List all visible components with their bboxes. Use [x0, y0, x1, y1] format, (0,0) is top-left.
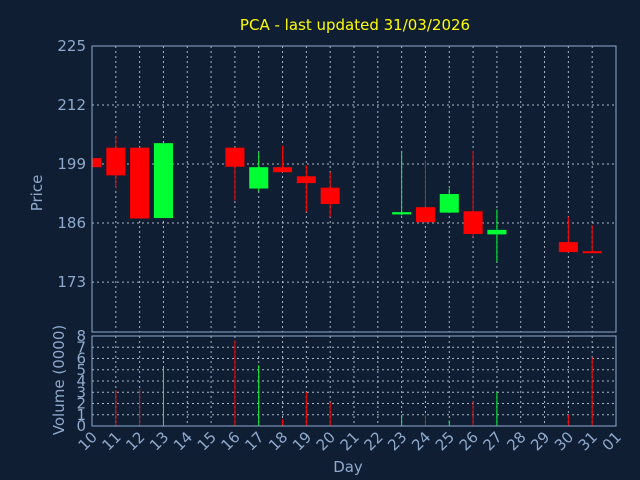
day-tick-label: 30: [551, 428, 577, 454]
day-tick-label: 22: [360, 428, 386, 454]
candle-body: [415, 207, 435, 223]
day-tick-label: 26: [456, 428, 482, 454]
day-tick-label: 11: [98, 428, 124, 454]
volume-tick-label: 3: [76, 383, 86, 401]
candle-body: [273, 167, 293, 173]
plot-frames: [91, 45, 617, 427]
price-tick-label: 186: [57, 214, 86, 232]
candle-body: [392, 212, 412, 215]
price-tick-label: 225: [57, 37, 86, 55]
candle-body: [106, 147, 126, 176]
candle-body: [130, 147, 150, 219]
day-tick-label: 24: [408, 428, 434, 454]
candle-body: [153, 143, 173, 219]
day-tick-label: 14: [170, 428, 196, 454]
volume-tick-label: 1: [76, 406, 86, 424]
day-tick-label: 21: [337, 428, 363, 454]
day-tick-label: 17: [241, 428, 267, 454]
price-tick-label: 173: [57, 273, 86, 291]
day-tick-label: 13: [146, 428, 172, 454]
volume-plot-frame: [91, 335, 617, 427]
data-marks: [91, 135, 602, 426]
candle-body: [439, 193, 459, 213]
day-tick-label: 16: [218, 428, 244, 454]
day-axis-title: Day: [333, 458, 363, 476]
volume-axis-title: Volume (0000): [50, 325, 68, 435]
price-axis-title: Price: [28, 175, 46, 212]
day-tick-label: 23: [384, 428, 410, 454]
volume-tick-label: 0: [76, 417, 86, 435]
day-tick-label: 20: [313, 428, 339, 454]
volume-tick-label: 5: [76, 361, 86, 379]
volume-tick-label: 4: [76, 372, 86, 390]
candle-body: [582, 251, 602, 254]
day-tick-label: 01: [599, 428, 625, 454]
candle-body: [92, 158, 102, 168]
day-tick-label: 15: [194, 428, 220, 454]
day-tick-label: 27: [480, 428, 506, 454]
day-tick-label: 31: [575, 428, 601, 454]
price-tick-label: 199: [57, 155, 86, 173]
volume-tick-label: 2: [76, 395, 86, 413]
tick-labels: 1731861992122250123456781011121314151617…: [57, 37, 624, 454]
day-tick-label: 19: [289, 428, 315, 454]
day-tick-label: 25: [432, 428, 458, 454]
volume-tick-label: 6: [76, 350, 86, 368]
price-tick-label: 212: [57, 96, 86, 114]
volume-tick-label: 8: [76, 327, 86, 345]
candle-body: [225, 147, 245, 167]
volume-tick-label: 7: [76, 338, 86, 356]
day-tick-label: 18: [265, 428, 291, 454]
candle-body: [249, 167, 269, 189]
grid-lines: [92, 45, 616, 427]
candle-body: [296, 176, 316, 184]
day-tick-label: 29: [527, 428, 553, 454]
candle-body: [463, 211, 483, 234]
candle-body: [558, 242, 578, 253]
price-plot-frame: [91, 45, 617, 333]
chart-title: PCA - last updated 31/03/2026: [240, 16, 470, 34]
day-tick-label: 12: [122, 428, 148, 454]
day-tick-label: 28: [503, 428, 529, 454]
candle-body: [320, 187, 340, 204]
candle-body: [487, 229, 507, 235]
